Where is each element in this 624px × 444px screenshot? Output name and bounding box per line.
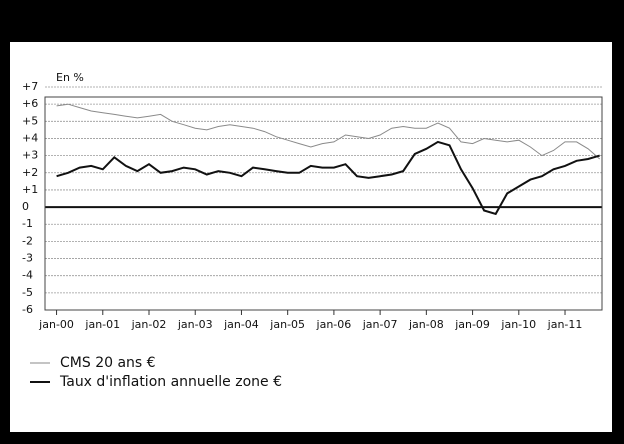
y-tick-label: -3 <box>22 252 33 265</box>
y-tick-label: +5 <box>22 114 38 127</box>
x-tick-label: jan-10 <box>500 318 536 331</box>
legend-label: Taux d'inflation annuelle zone € <box>59 374 282 390</box>
x-tick-label: jan-00 <box>38 318 74 331</box>
x-tick-label: jan-06 <box>316 318 352 331</box>
y-tick-label: +6 <box>22 97 38 110</box>
legend-label: CMS 20 ans € <box>60 355 156 371</box>
x-tick-label: jan-05 <box>269 318 305 331</box>
x-tick-label: jan-07 <box>362 318 398 331</box>
x-tick-label: jan-02 <box>131 318 167 331</box>
y-tick-label: +1 <box>22 183 38 196</box>
y-tick-label: +2 <box>22 166 38 179</box>
x-tick-label: jan-03 <box>177 318 213 331</box>
y-tick-label: +3 <box>22 149 38 162</box>
x-tick-label: jan-01 <box>84 318 120 331</box>
x-tick-label: jan-08 <box>408 318 444 331</box>
x-tick-label: jan-09 <box>454 318 490 331</box>
y-tick-label: +4 <box>22 131 38 144</box>
y-tick-label: -6 <box>22 303 33 316</box>
y-tick-label: -1 <box>22 217 33 230</box>
y-axis-label: En % <box>56 71 84 84</box>
series-line <box>56 103 601 160</box>
y-tick-label: +7 <box>22 80 38 93</box>
y-tick-label: -5 <box>22 286 33 299</box>
x-tick-label: jan-11 <box>547 318 583 331</box>
y-tick-label: -4 <box>22 269 33 282</box>
plot-frame <box>44 96 603 311</box>
y-tick-label: -2 <box>22 234 33 247</box>
series-line <box>56 140 600 216</box>
x-tick-label: jan-04 <box>223 318 259 331</box>
y-tick-label: 0 <box>22 200 29 213</box>
panel <box>10 42 612 432</box>
